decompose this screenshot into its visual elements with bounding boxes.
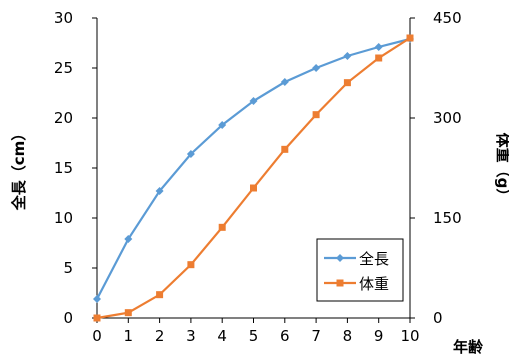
data-point-series-2 bbox=[312, 111, 320, 119]
left-tick-label: 30 bbox=[54, 9, 73, 27]
x-axis-title: 年齢 bbox=[453, 338, 484, 356]
left-axis-title: 全長（cm） bbox=[10, 126, 28, 212]
x-tick-label: 0 bbox=[92, 327, 102, 345]
x-tick-label: 8 bbox=[343, 327, 353, 345]
right-tick-label: 0 bbox=[433, 309, 443, 327]
series-marks bbox=[93, 34, 414, 322]
right-tick-label: 150 bbox=[433, 209, 462, 227]
x-tick-label: 7 bbox=[311, 327, 321, 345]
left-tick-label: 25 bbox=[54, 59, 73, 77]
x-tick-label: 4 bbox=[217, 327, 227, 345]
x-tick-label: 3 bbox=[186, 327, 196, 345]
data-point-series-2 bbox=[375, 54, 383, 62]
left-tick-label: 10 bbox=[54, 209, 73, 227]
right-axis-title: 体重（g） bbox=[494, 133, 509, 204]
left-tick-label: 0 bbox=[63, 309, 73, 327]
data-point-series-1 bbox=[280, 78, 289, 86]
data-point-series-1 bbox=[312, 64, 321, 72]
x-tick-label: 10 bbox=[400, 327, 419, 345]
data-point-series-2 bbox=[343, 79, 351, 87]
data-point-series-2 bbox=[124, 309, 132, 317]
data-point-series-1 bbox=[155, 187, 164, 195]
data-point-series-2 bbox=[250, 184, 257, 192]
data-point-series-2 bbox=[281, 145, 289, 153]
data-point-series-2 bbox=[218, 223, 226, 231]
legend-swatch-marker bbox=[336, 279, 344, 287]
left-tick-label: 5 bbox=[63, 259, 73, 277]
x-tick-label: 9 bbox=[374, 327, 384, 345]
right-tick-label: 450 bbox=[433, 9, 462, 27]
data-point-series-2 bbox=[187, 261, 195, 269]
data-point-series-1 bbox=[218, 121, 227, 129]
data-point-series-1 bbox=[343, 52, 352, 60]
data-point-series-1 bbox=[93, 295, 101, 303]
data-point-series-1 bbox=[186, 150, 195, 158]
data-point-series-2 bbox=[93, 314, 101, 322]
x-tick-label: 6 bbox=[280, 327, 290, 345]
data-point-series-2 bbox=[156, 291, 164, 299]
legend-swatch-marker bbox=[336, 254, 344, 262]
x-tick-label: 1 bbox=[124, 327, 134, 345]
data-point-series-2 bbox=[406, 34, 414, 42]
left-tick-label: 15 bbox=[54, 159, 73, 177]
x-tick-label: 5 bbox=[249, 327, 259, 345]
left-tick-label: 20 bbox=[54, 109, 73, 127]
right-tick-label: 300 bbox=[433, 109, 462, 127]
data-point-series-1 bbox=[124, 235, 133, 243]
data-point-series-1 bbox=[249, 97, 258, 105]
legend-label: 体重 bbox=[359, 275, 389, 293]
data-point-series-1 bbox=[374, 43, 383, 51]
legend-label: 全長 bbox=[359, 250, 389, 268]
legend-box bbox=[316, 238, 404, 302]
x-tick-label: 2 bbox=[155, 327, 165, 345]
